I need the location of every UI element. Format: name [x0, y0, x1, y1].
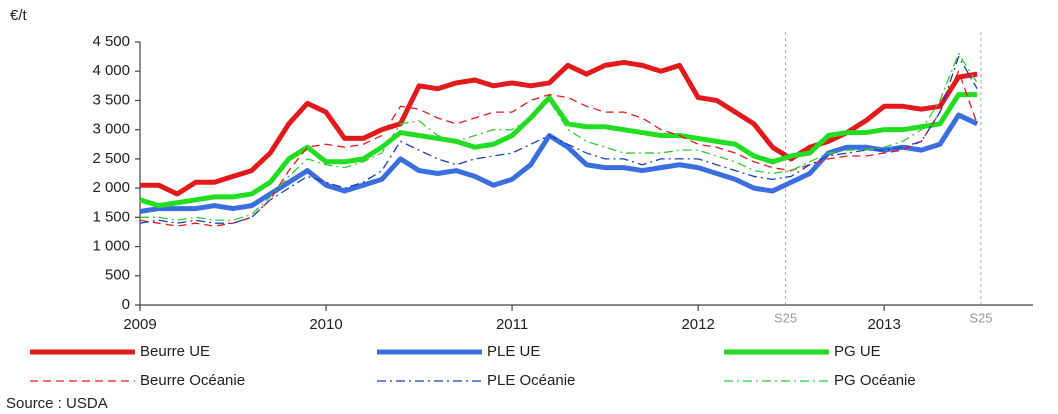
legend-label: PG Océanie [834, 372, 916, 389]
y-tick-label: 3 000 [92, 121, 130, 138]
y-axis-label: €/t [10, 7, 28, 24]
source: Source : USDA [6, 395, 108, 412]
series-line [140, 59, 978, 197]
y-tick-label: 2 500 [92, 150, 130, 167]
y-tick-label: 0 [122, 296, 130, 313]
series-line [140, 53, 978, 221]
y-tick-label: 4 000 [92, 62, 130, 79]
annotation-label: S25 [774, 310, 797, 325]
series-line [139, 92, 978, 209]
x-tick-label: 2010 [309, 316, 342, 333]
x-tick-label: 2013 [867, 316, 900, 333]
y-tick-label: 2 000 [92, 179, 130, 196]
legend-label: PG UE [834, 343, 881, 360]
legend-label: PLE UE [487, 343, 540, 360]
x-tick-label: 2009 [123, 316, 156, 333]
series-line [139, 112, 979, 214]
x-tick-label: 2012 [681, 316, 714, 333]
x-tick-label: 2011 [496, 316, 528, 333]
series-line [139, 55, 978, 224]
y-tick-label: 1 500 [92, 208, 130, 225]
annotation-label: S25 [969, 310, 992, 325]
y-tick-label: 1 000 [92, 238, 130, 255]
legend-label: Beurre UE [140, 343, 210, 360]
series-line [139, 70, 978, 227]
y-tick-label: 3 500 [92, 91, 130, 108]
legend-label: PLE Océanie [487, 372, 575, 389]
y-tick-label: 500 [105, 267, 130, 284]
y-tick-label: 4 500 [92, 33, 130, 50]
legend-label: Beurre Océanie [140, 372, 245, 389]
